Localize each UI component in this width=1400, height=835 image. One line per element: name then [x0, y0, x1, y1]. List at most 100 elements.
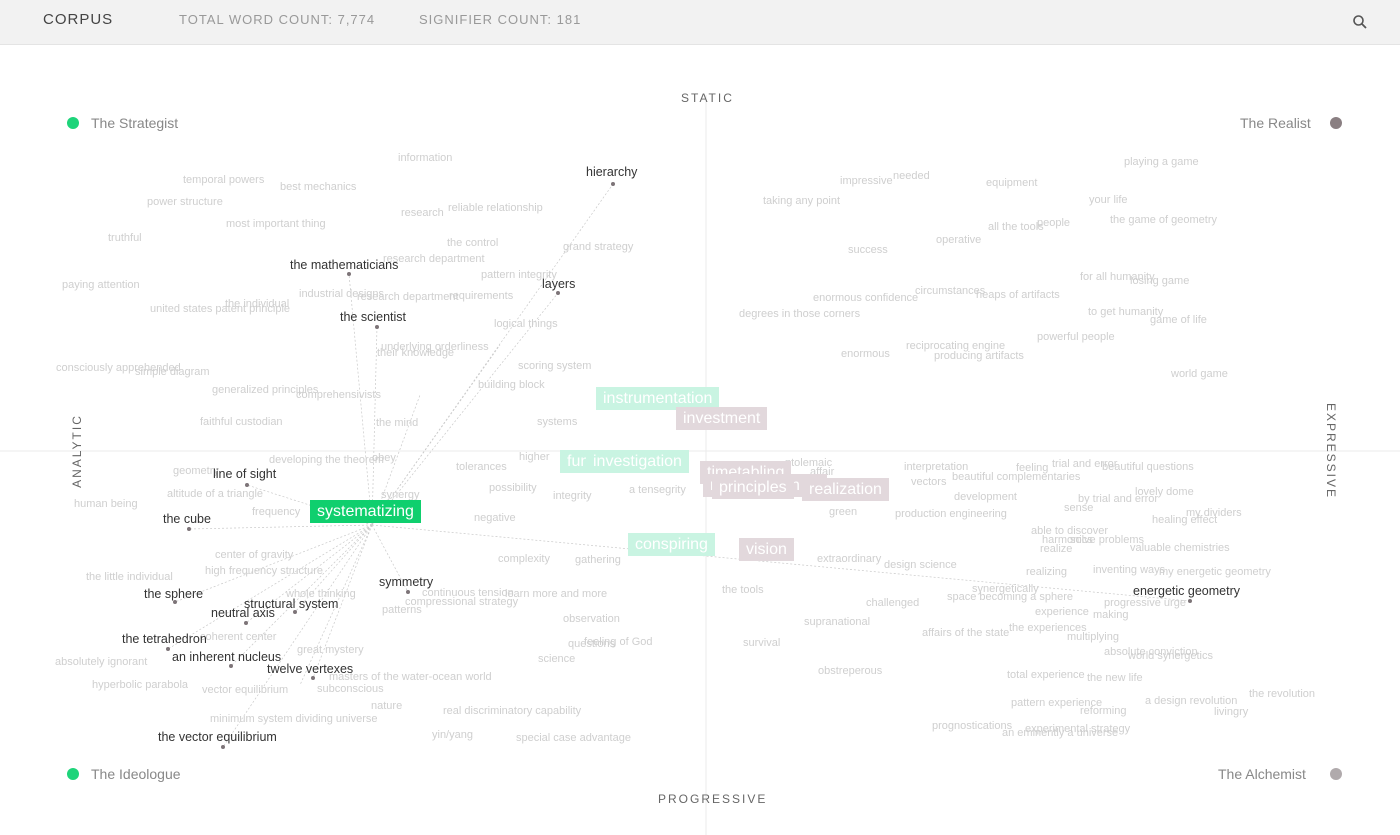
word[interactable]: underlying orderliness: [381, 341, 489, 353]
word[interactable]: synergy: [381, 489, 420, 501]
word[interactable]: my energetic geometry: [1159, 566, 1271, 578]
word[interactable]: affairs of the state: [922, 627, 1010, 639]
word[interactable]: supranational: [804, 616, 871, 628]
word[interactable]: losing game: [1130, 275, 1190, 287]
connected-word-an-inherent-nucleus[interactable]: an inherent nucleus: [172, 650, 282, 664]
word[interactable]: scoring system: [518, 360, 592, 372]
strategist-dot[interactable]: [67, 117, 79, 129]
word[interactable]: consciously apprehended: [56, 362, 181, 374]
word[interactable]: great mystery: [297, 644, 364, 656]
connected-word-the-sphere[interactable]: the sphere: [144, 587, 204, 601]
word[interactable]: multiplying: [1067, 631, 1119, 643]
ideologue-dot[interactable]: [67, 768, 79, 780]
word[interactable]: total experience: [1007, 669, 1085, 681]
word[interactable]: research department: [383, 253, 485, 265]
word[interactable]: science: [538, 653, 576, 665]
word[interactable]: solve problems: [1070, 534, 1144, 546]
word[interactable]: paying attention: [62, 279, 140, 291]
signifier-tag-vision[interactable]: vision: [739, 538, 794, 562]
connected-word-neutral-axis[interactable]: neutral axis: [211, 606, 275, 620]
word[interactable]: world synergetics: [1128, 650, 1213, 662]
word[interactable]: the mind: [376, 417, 419, 429]
word[interactable]: feeling: [1016, 462, 1049, 474]
realist-dot[interactable]: [1330, 117, 1342, 129]
signifier-tag-instrumentation[interactable]: instrumentation: [596, 387, 720, 411]
word[interactable]: the revolution: [1249, 688, 1316, 700]
word[interactable]: complexity: [498, 553, 550, 565]
word[interactable]: absolutely ignorant: [55, 656, 148, 668]
word[interactable]: lovely dome: [1135, 486, 1194, 498]
word[interactable]: temporal powers: [183, 174, 265, 186]
connected-word-the-cube[interactable]: the cube: [163, 512, 211, 526]
word[interactable]: tolerances: [456, 461, 507, 473]
search-icon[interactable]: [1352, 14, 1368, 30]
word[interactable]: the new life: [1087, 672, 1143, 684]
word[interactable]: nature: [371, 700, 403, 712]
word[interactable]: generalized principles: [212, 384, 319, 396]
word[interactable]: world game: [1171, 368, 1228, 380]
word[interactable]: the tools: [722, 584, 764, 596]
word[interactable]: feeling of God: [584, 636, 653, 648]
word[interactable]: comprehensivists: [296, 389, 381, 401]
word[interactable]: producing artifacts: [934, 350, 1024, 362]
word[interactable]: gathering: [575, 554, 621, 566]
word[interactable]: information: [398, 152, 453, 164]
word[interactable]: their knowledge: [377, 347, 455, 359]
connected-word-line-of-sight[interactable]: line of sight: [213, 467, 277, 481]
word[interactable]: valuable chemistries: [1130, 542, 1230, 554]
word[interactable]: obey: [372, 452, 396, 464]
word[interactable]: progressive urge: [1104, 597, 1186, 609]
word[interactable]: most important thing: [226, 218, 326, 230]
word[interactable]: enormous: [841, 348, 890, 360]
word[interactable]: prognostications: [932, 720, 1013, 732]
word[interactable]: experience: [1035, 606, 1089, 618]
word[interactable]: a design revolution: [1145, 695, 1238, 707]
word[interactable]: coherent center: [200, 631, 277, 643]
word[interactable]: ptolemaic: [785, 457, 833, 469]
word[interactable]: masters of the water-ocean world: [329, 671, 492, 683]
word[interactable]: higher: [519, 451, 550, 463]
quadrant-ideologue[interactable]: The Ideologue: [91, 766, 181, 782]
word[interactable]: frequency: [252, 506, 301, 518]
signifier-tag-principles[interactable]: principles: [712, 476, 794, 500]
word[interactable]: obstreperous: [818, 665, 883, 677]
word[interactable]: subconscious: [317, 683, 384, 695]
word[interactable]: building block: [478, 379, 545, 391]
brand-title[interactable]: CORPUS: [43, 11, 114, 28]
word[interactable]: your life: [1089, 194, 1128, 206]
signifier-tag-realization[interactable]: realization: [802, 478, 889, 502]
connected-word-twelve-vertexes[interactable]: twelve vertexes: [267, 662, 354, 676]
word[interactable]: possibility: [489, 482, 537, 494]
word[interactable]: faithful custodian: [200, 416, 283, 428]
word[interactable]: simple diagram: [135, 366, 210, 378]
word[interactable]: reciprocating engine: [906, 340, 1006, 352]
word[interactable]: interpretation: [904, 461, 969, 473]
word[interactable]: vector equilibrium: [202, 684, 289, 696]
word[interactable]: all the tools: [988, 221, 1044, 233]
signifier-tag-investment[interactable]: investment: [676, 407, 768, 431]
word[interactable]: research: [401, 207, 444, 219]
quadrant-alchemist[interactable]: The Alchemist: [1218, 766, 1306, 782]
word[interactable]: yin/yang: [432, 729, 473, 741]
word[interactable]: taking any point: [763, 195, 841, 207]
word[interactable]: to get humanity: [1088, 306, 1164, 318]
word[interactable]: systems: [537, 416, 578, 428]
word[interactable]: production engineering: [895, 508, 1007, 520]
word[interactable]: my dividers: [1186, 507, 1242, 519]
word[interactable]: patterns: [382, 604, 422, 616]
word[interactable]: space becoming a sphere: [947, 591, 1073, 603]
word[interactable]: continuous tension: [422, 587, 514, 599]
word[interactable]: integrity: [553, 490, 592, 502]
quadrant-strategist[interactable]: The Strategist: [91, 115, 179, 131]
word[interactable]: synergetically: [972, 583, 1039, 595]
word[interactable]: able to discover: [1031, 525, 1109, 537]
word[interactable]: the control: [447, 237, 499, 249]
word[interactable]: realize: [1040, 543, 1073, 555]
connected-word-the-scientist[interactable]: the scientist: [340, 310, 407, 324]
word[interactable]: affair: [810, 466, 835, 478]
word[interactable]: degrees in those corners: [739, 308, 861, 320]
word[interactable]: impressive: [840, 175, 893, 187]
signifier-tag-investigation[interactable]: investigation: [586, 450, 689, 474]
word[interactable]: trial and error: [1052, 458, 1118, 470]
word[interactable]: development: [954, 491, 1017, 503]
